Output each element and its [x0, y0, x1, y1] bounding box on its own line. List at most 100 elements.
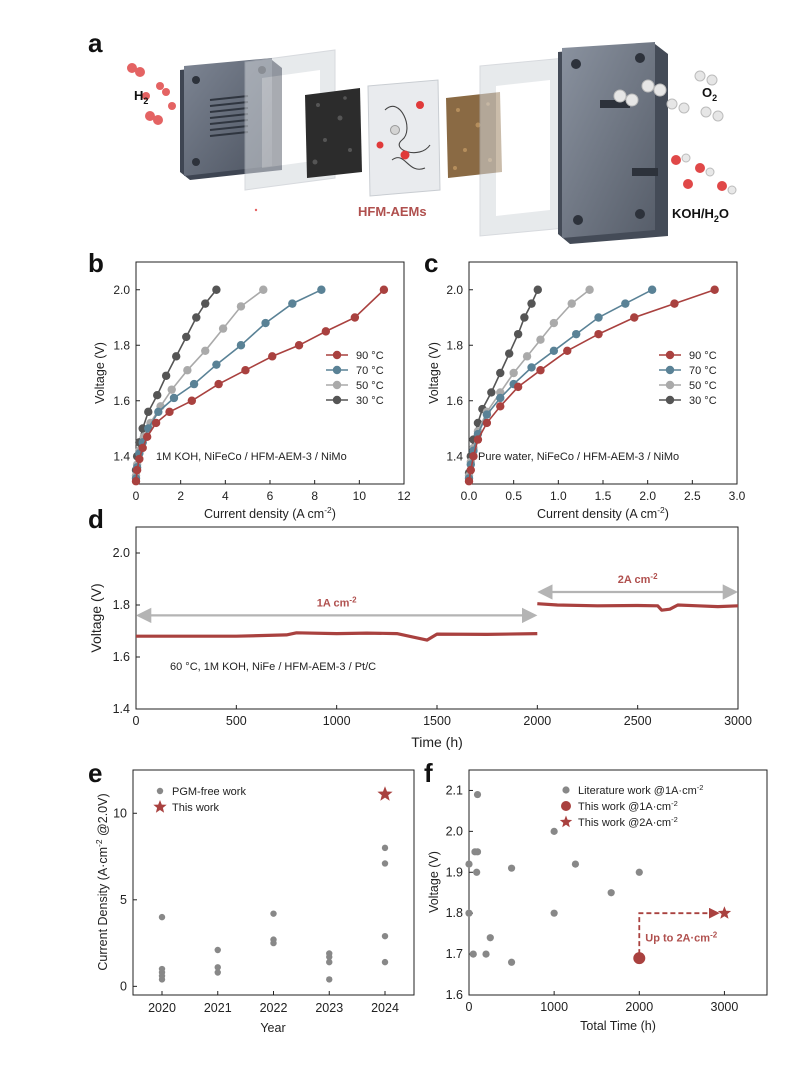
x-axis-label: Total Time (h) [580, 1019, 656, 1033]
data-point [533, 285, 542, 294]
data-point [549, 346, 559, 355]
data-point [214, 969, 221, 976]
polarization-chart-pure-water: c 0.0 0.5 1.0 1.5 2.0 2.5 3.0 1.4 1.6 1.8 2.0 90 °… [424, 248, 746, 521]
series-layer [131, 285, 389, 486]
legend-label: This work @1A·cm-2 [578, 799, 678, 813]
x-tick-label: 1000 [540, 1000, 568, 1014]
region-label-sup: -2 [650, 572, 658, 581]
data-point [381, 860, 389, 867]
up-to-arrow [638, 907, 720, 955]
legend-label: PGM-free work [172, 786, 246, 798]
y-tick-label: 1.4 [446, 449, 463, 463]
literature-point [482, 950, 490, 958]
this-work-star [377, 786, 393, 801]
koh-h2o-molecules [671, 153, 737, 195]
y-tick-label: 1.7 [446, 947, 463, 961]
data-point [212, 360, 221, 369]
literature-point [550, 827, 558, 835]
data-point [158, 913, 166, 921]
data-point [381, 958, 389, 966]
data-point [317, 285, 326, 294]
x-axis-label: Year [260, 1021, 285, 1035]
y-tick-label: 1.8 [446, 338, 463, 352]
data-point [379, 285, 389, 294]
up-to-label-text: Up to 2A·cm [645, 933, 710, 945]
data-point [214, 946, 221, 954]
data-point [549, 318, 559, 328]
legend-marker [665, 395, 675, 405]
data-point [131, 477, 141, 486]
data-point [326, 958, 333, 966]
data-point [153, 391, 162, 400]
data-point [132, 465, 142, 475]
legend-label: 70 °C [356, 365, 384, 377]
axis-ticks: 0 1000 2000 3000 1.6 1.7 1.8 1.9 2.0 2.1 [446, 783, 739, 1014]
legend: 90 °C 70 °C 50 °C 30 °C [326, 350, 384, 407]
legend-marker [332, 350, 342, 360]
panel-label-e: e [88, 758, 102, 788]
panel-label-f: f [424, 758, 433, 788]
data-point [594, 313, 603, 322]
legend-label: 90 °C [689, 350, 717, 362]
up-to-annotation: Up to 2A·cm-2 [638, 907, 720, 955]
legend-label: 30 °C [689, 395, 717, 407]
y-axis-label: Current Density (A·cm-2 @2.0V) [94, 793, 110, 970]
voltage-trace [537, 602, 739, 612]
data-point [182, 332, 191, 342]
region-label: 2A cm-2 [618, 572, 658, 586]
legend-marker [332, 395, 342, 405]
data-point [172, 352, 181, 361]
data-point [183, 366, 192, 375]
data-point [482, 418, 492, 428]
legend-label-text: Literature work @1A·cm [578, 785, 697, 797]
x-tick-label: 3.0 [729, 489, 746, 503]
legend-label: 50 °C [356, 380, 384, 392]
o2-molecules [613, 70, 724, 122]
literature-point [465, 909, 473, 917]
voltage-trace [136, 631, 538, 642]
schematic-panel: a [88, 28, 737, 244]
y-axis-label: Voltage (V) [427, 851, 441, 913]
h2-molecules [127, 63, 258, 212]
data-point [142, 432, 152, 442]
data-point [218, 324, 228, 333]
axis-ticks: 2020 2021 2022 2023 2024 0 5 10 [113, 806, 399, 1015]
literature-point [607, 889, 615, 897]
data-point [496, 368, 505, 378]
data-point [236, 302, 246, 311]
o2-label: O2 [702, 85, 717, 103]
data-point [154, 407, 163, 417]
legend-marker [562, 786, 570, 794]
literature-point [486, 934, 494, 942]
membrane-label: HFM-AEMs [358, 204, 427, 219]
current-density-by-year-chart: e 2020 2021 2022 2023 2024 0 5 10 PGM-free work… [88, 758, 415, 1035]
legend-label: 50 °C [689, 380, 717, 392]
data-point [536, 366, 545, 375]
panel-label-d: d [88, 504, 104, 534]
data-point [138, 443, 147, 453]
polarization-chart-koh: b 0 2 4 6 8 10 12 1.4 1.6 1.8 2.0 90 °C 70 °C 50 °C 3… [88, 248, 411, 521]
data-point [151, 418, 161, 428]
literature-point [473, 790, 482, 799]
data-point [294, 341, 304, 350]
data-point [670, 299, 679, 308]
x-tick-label: 8 [311, 489, 318, 503]
data-point [158, 976, 166, 983]
legend-label-sup: -2 [671, 815, 678, 824]
data-point [135, 454, 144, 464]
y-tick-label: 1.6 [446, 988, 463, 1002]
x-tick-label: 2000 [625, 1000, 653, 1014]
literature-point [473, 868, 481, 876]
literature-point [507, 958, 516, 966]
legend-label-text: This work @2A·cm [578, 817, 671, 829]
y-tick-label: 0 [120, 979, 127, 993]
region-label-text: 1A cm [317, 597, 350, 609]
y-axis-label: Voltage (V) [93, 342, 107, 404]
data-point [505, 349, 514, 358]
data-point [144, 407, 153, 417]
stability-chart: d 0 500 1000 1500 2000 2500 3000 1.4 1.6 1.8 2.0 1… [88, 504, 752, 750]
data-point [487, 388, 496, 397]
data-point [201, 299, 210, 308]
y-tick-label: 1.6 [446, 394, 463, 408]
